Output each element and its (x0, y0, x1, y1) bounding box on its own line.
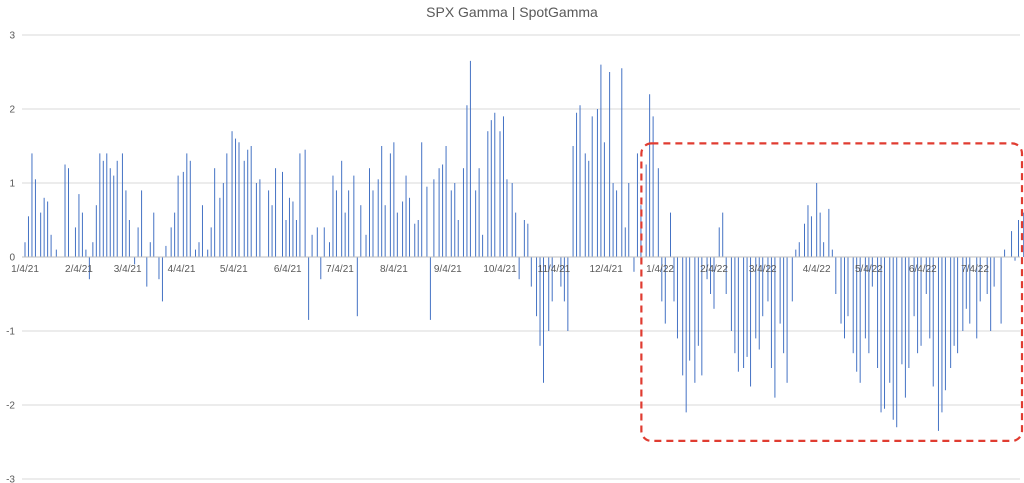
y-tick-label: 2 (9, 105, 15, 116)
x-tick-label: 11/4/21 (538, 264, 571, 275)
gridlines (22, 34, 1020, 480)
x-tick-label: 7/4/22 (961, 264, 989, 275)
x-tick-label: 10/4/21 (483, 264, 517, 275)
y-tick-label: -3 (6, 475, 15, 483)
chart-title: SPX Gamma | SpotGamma (426, 4, 598, 20)
x-tick-label: 7/4/21 (326, 264, 354, 275)
y-tick-label: 0 (9, 253, 15, 264)
x-tick-label: 6/4/21 (274, 264, 302, 275)
x-tick-label: 2/4/22 (700, 264, 728, 275)
y-tick-label: -1 (6, 327, 15, 338)
x-tick-label: 9/4/21 (434, 264, 462, 275)
x-tick-label: 12/4/21 (589, 264, 623, 275)
x-tick-label: 4/4/22 (803, 264, 831, 275)
x-axis-ticks: 1/4/21 2/4/21 3/4/21 4/4/21 5/4/21 6/4/21 7/4/… (11, 264, 989, 275)
x-tick-label: 3/4/22 (749, 264, 777, 275)
x-tick-label: 2/4/21 (65, 264, 93, 275)
y-tick-label: -2 (6, 401, 15, 412)
x-tick-label: 5/4/21 (220, 264, 248, 275)
bar-series (24, 60, 1024, 431)
x-tick-label: 1/4/21 (11, 264, 39, 275)
y-axis-ticks: 3 2 1 0 -1 -2 -3 (6, 31, 15, 483)
x-tick-label: 1/4/22 (646, 264, 674, 275)
x-tick-label: 3/4/21 (114, 264, 142, 275)
x-tick-label: 6/4/22 (909, 264, 937, 275)
y-tick-label: 3 (9, 31, 15, 42)
x-tick-label: 5/4/22 (855, 264, 883, 275)
x-tick-label: 4/4/21 (168, 264, 196, 275)
x-tick-label: 8/4/21 (380, 264, 408, 275)
y-tick-label: 1 (9, 179, 15, 190)
highlight-box (640, 142, 1024, 442)
